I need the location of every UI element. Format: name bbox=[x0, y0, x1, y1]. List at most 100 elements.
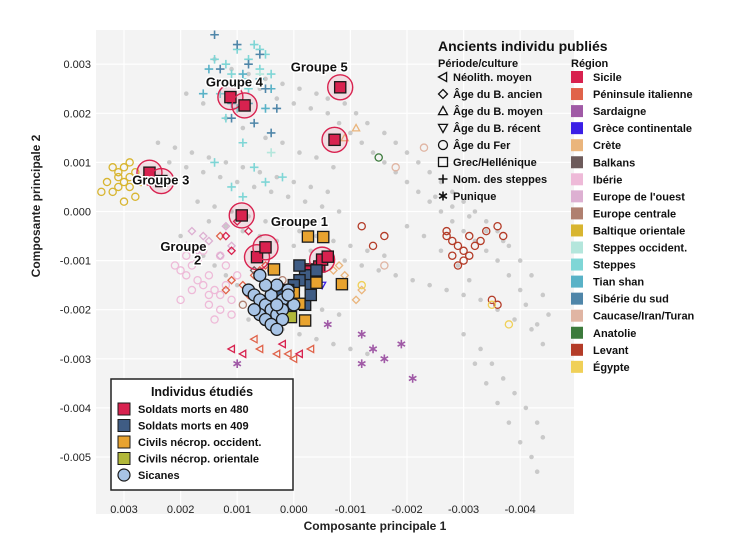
data-point bbox=[233, 359, 242, 369]
x-tick-label: 0.000 bbox=[280, 504, 308, 516]
reference-point bbox=[331, 165, 336, 170]
reference-point bbox=[512, 390, 517, 396]
reference-point bbox=[319, 204, 325, 209]
reference-point bbox=[263, 219, 268, 224]
data-point bbox=[119, 163, 129, 172]
region-swatch bbox=[571, 139, 583, 152]
region-legend-item: Égypte bbox=[571, 360, 630, 374]
series-sardaigne bbox=[233, 320, 417, 383]
data-point bbox=[481, 226, 491, 236]
reference-point bbox=[274, 96, 280, 101]
reference-samples bbox=[155, 56, 551, 475]
reference-point bbox=[263, 76, 268, 82]
data-point bbox=[198, 246, 208, 256]
data-point bbox=[193, 246, 203, 256]
data-point bbox=[125, 182, 134, 192]
reference-point bbox=[291, 101, 297, 106]
reference-point bbox=[410, 277, 415, 283]
data-point bbox=[182, 271, 191, 280]
data-point bbox=[193, 275, 202, 285]
data-point bbox=[374, 153, 383, 162]
series-levant bbox=[357, 221, 508, 310]
reference-point bbox=[285, 194, 291, 200]
data-point bbox=[453, 241, 463, 251]
data-point bbox=[244, 59, 253, 69]
y-tick-label: -0.001 bbox=[60, 256, 91, 268]
reference-point bbox=[240, 165, 246, 170]
series-cr-te bbox=[328, 260, 367, 305]
data-point bbox=[238, 300, 248, 310]
data-point bbox=[244, 226, 254, 236]
reference-point bbox=[229, 66, 234, 72]
region-legend-label: Tian shan bbox=[593, 277, 644, 289]
data-point bbox=[287, 298, 301, 312]
series-steppes-occident- bbox=[255, 69, 276, 157]
period-legend-title: Période/culture bbox=[438, 58, 518, 70]
reference-point bbox=[342, 101, 348, 106]
reference-point bbox=[212, 204, 217, 209]
data-point bbox=[442, 226, 451, 236]
data-point bbox=[238, 99, 251, 112]
reference-point bbox=[517, 439, 523, 445]
data-point bbox=[119, 197, 129, 206]
reference-point bbox=[331, 341, 336, 347]
data-point bbox=[368, 241, 378, 251]
reference-point bbox=[195, 199, 200, 204]
data-point bbox=[198, 231, 208, 241]
period-legend-item: Grec/Hellénique bbox=[437, 156, 537, 169]
reference-point bbox=[234, 282, 240, 288]
data-point bbox=[487, 295, 497, 305]
reference-point bbox=[178, 233, 183, 239]
region-legend-item: Steppes bbox=[571, 258, 636, 272]
region-swatch bbox=[571, 173, 583, 186]
series-p-ninsule-italienne bbox=[249, 334, 315, 364]
reference-point bbox=[183, 91, 189, 96]
data-point bbox=[357, 221, 366, 231]
group-label: Groupe 1 bbox=[271, 214, 328, 229]
region-legend-label: Europe centrale bbox=[593, 208, 676, 220]
data-point bbox=[397, 339, 406, 349]
reference-point bbox=[461, 331, 466, 337]
reference-point bbox=[257, 169, 263, 175]
reference-point bbox=[483, 248, 489, 254]
reference-point bbox=[342, 258, 348, 263]
reference-point bbox=[433, 194, 438, 200]
data-series bbox=[97, 30, 514, 383]
data-point bbox=[181, 241, 191, 251]
series-sicile bbox=[221, 216, 254, 256]
region-legend-item: Crète bbox=[571, 139, 621, 152]
data-point bbox=[221, 59, 231, 69]
x-axis-title: Composante principale 1 bbox=[304, 519, 447, 533]
data-point bbox=[204, 64, 214, 74]
data-point bbox=[470, 241, 480, 251]
period-marker bbox=[437, 156, 449, 168]
reference-point bbox=[206, 219, 212, 224]
data-point bbox=[125, 172, 134, 182]
y-tick-label: 0.000 bbox=[63, 207, 91, 219]
reference-point bbox=[251, 184, 257, 190]
region-legend-label: Balkans bbox=[593, 157, 635, 169]
y-tick-label: 0.003 bbox=[63, 59, 91, 71]
data-point bbox=[136, 177, 146, 187]
reference-point bbox=[166, 160, 172, 165]
data-point bbox=[278, 172, 287, 182]
reference-point bbox=[336, 120, 342, 126]
series-baltique-orientale bbox=[97, 158, 151, 206]
ancient-legend: Ancients individu publiés Période/cultur… bbox=[437, 38, 695, 374]
reference-point bbox=[540, 292, 546, 298]
reference-point bbox=[455, 263, 461, 268]
reference-point bbox=[540, 341, 546, 347]
studied-marker bbox=[117, 452, 131, 465]
data-point bbox=[272, 104, 282, 113]
data-point bbox=[227, 241, 237, 251]
data-point bbox=[493, 300, 502, 310]
data-point bbox=[97, 187, 106, 197]
data-point bbox=[465, 231, 474, 241]
reference-point bbox=[183, 165, 189, 170]
x-tick-label: -0.001 bbox=[335, 504, 366, 516]
region-legend-item: Balkans bbox=[571, 156, 635, 169]
reference-point bbox=[297, 150, 302, 155]
reference-point bbox=[483, 219, 489, 224]
region-legend-item: Levant bbox=[571, 343, 629, 357]
data-point bbox=[221, 261, 231, 270]
